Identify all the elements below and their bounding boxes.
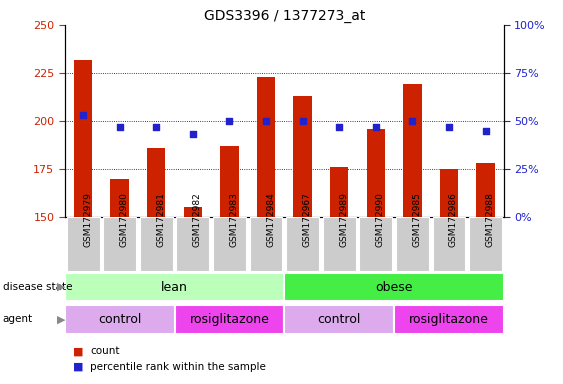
Point	[445, 124, 454, 130]
Bar	[330, 167, 348, 217]
Bar	[403, 84, 422, 217]
FancyBboxPatch shape	[65, 305, 175, 334]
Text: control: control	[98, 313, 141, 326]
Text: lean: lean	[161, 281, 188, 293]
FancyBboxPatch shape	[284, 305, 394, 334]
Text: count: count	[90, 346, 119, 356]
Point	[334, 124, 343, 130]
Text: GSM172984: GSM172984	[266, 192, 275, 247]
FancyBboxPatch shape	[140, 217, 173, 271]
Text: ▶: ▶	[56, 314, 65, 324]
Text: GSM172979: GSM172979	[83, 192, 92, 247]
Text: ■: ■	[73, 362, 84, 372]
FancyBboxPatch shape	[284, 273, 504, 301]
FancyBboxPatch shape	[323, 217, 356, 271]
Point	[298, 118, 307, 124]
Text: GSM172986: GSM172986	[449, 192, 458, 247]
Text: GSM172983: GSM172983	[230, 192, 238, 247]
FancyBboxPatch shape	[175, 305, 284, 334]
Bar	[257, 77, 275, 217]
Text: GSM172985: GSM172985	[412, 192, 421, 247]
Text: ▶: ▶	[56, 282, 65, 292]
Text: GSM172980: GSM172980	[120, 192, 128, 247]
Bar	[110, 179, 129, 217]
Bar	[293, 96, 312, 217]
Text: GSM172988: GSM172988	[485, 192, 494, 247]
Bar	[220, 146, 239, 217]
FancyBboxPatch shape	[286, 217, 319, 271]
FancyBboxPatch shape	[213, 217, 246, 271]
Bar	[367, 129, 385, 217]
Point	[261, 118, 270, 124]
Point	[152, 124, 161, 130]
Point	[225, 118, 234, 124]
Bar	[147, 148, 166, 217]
Bar	[440, 169, 458, 217]
Text: agent: agent	[3, 314, 33, 324]
Text: ■: ■	[73, 346, 84, 356]
FancyBboxPatch shape	[65, 273, 284, 301]
Text: GSM172989: GSM172989	[339, 192, 348, 247]
Point	[481, 127, 490, 134]
Text: GSM172990: GSM172990	[376, 192, 385, 247]
FancyBboxPatch shape	[66, 217, 100, 271]
FancyBboxPatch shape	[176, 217, 209, 271]
Title: GDS3396 / 1377273_at: GDS3396 / 1377273_at	[204, 8, 365, 23]
FancyBboxPatch shape	[359, 217, 392, 271]
FancyBboxPatch shape	[469, 217, 502, 271]
Text: control: control	[318, 313, 361, 326]
Point	[79, 112, 88, 118]
Bar	[74, 60, 92, 217]
Text: percentile rank within the sample: percentile rank within the sample	[90, 362, 266, 372]
FancyBboxPatch shape	[396, 217, 429, 271]
Bar	[476, 163, 495, 217]
FancyBboxPatch shape	[432, 217, 466, 271]
Text: obese: obese	[376, 281, 413, 293]
Point	[408, 118, 417, 124]
Point	[188, 131, 197, 137]
Point	[115, 124, 124, 130]
Text: GSM172981: GSM172981	[157, 192, 165, 247]
Text: GSM172982: GSM172982	[193, 192, 202, 247]
Text: rosiglitazone: rosiglitazone	[190, 313, 269, 326]
FancyBboxPatch shape	[394, 305, 504, 334]
FancyBboxPatch shape	[249, 217, 283, 271]
Text: rosiglitazone: rosiglitazone	[409, 313, 489, 326]
FancyBboxPatch shape	[103, 217, 136, 271]
Text: GSM172967: GSM172967	[303, 192, 311, 247]
Point	[372, 124, 381, 130]
Bar	[184, 207, 202, 217]
Text: disease state: disease state	[3, 282, 72, 292]
